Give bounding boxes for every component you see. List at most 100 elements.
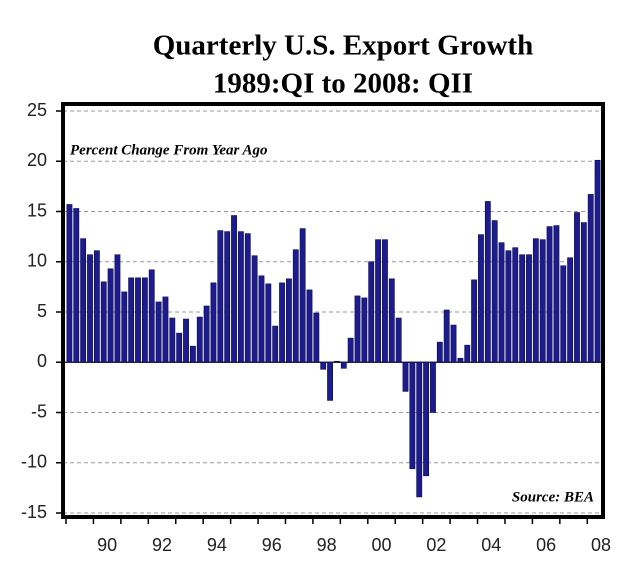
bar bbox=[66, 204, 73, 363]
bar bbox=[162, 296, 169, 363]
bar bbox=[93, 250, 100, 363]
bar bbox=[587, 194, 594, 363]
bar bbox=[306, 289, 313, 363]
bar bbox=[292, 249, 299, 363]
bar bbox=[189, 345, 196, 363]
x-tick-label: 04 bbox=[481, 535, 501, 555]
x-tick-label: 02 bbox=[426, 535, 446, 555]
bar bbox=[224, 231, 231, 363]
bar bbox=[128, 277, 135, 363]
bar bbox=[176, 332, 183, 363]
bar bbox=[231, 215, 237, 363]
y-tick-label: 0 bbox=[37, 351, 47, 371]
bar bbox=[519, 254, 526, 363]
annotation: Source: BEA bbox=[512, 489, 594, 505]
bar bbox=[375, 239, 381, 363]
bar bbox=[382, 239, 388, 363]
bar bbox=[416, 361, 423, 498]
bar bbox=[354, 295, 361, 363]
bar bbox=[580, 222, 587, 363]
bar bbox=[73, 208, 80, 363]
bar bbox=[313, 312, 320, 363]
bar bbox=[368, 261, 375, 363]
y-tick-label: 5 bbox=[37, 301, 47, 321]
y-tick-label: -10 bbox=[21, 452, 47, 472]
bar bbox=[574, 212, 580, 363]
x-tick-label: 08 bbox=[591, 535, 611, 555]
bar bbox=[471, 279, 478, 363]
bar bbox=[457, 357, 464, 363]
bar bbox=[210, 282, 217, 363]
bar bbox=[100, 281, 107, 363]
bar bbox=[395, 317, 402, 363]
bar bbox=[327, 361, 333, 401]
bar bbox=[183, 318, 189, 363]
bar bbox=[80, 238, 87, 363]
bar bbox=[567, 257, 574, 363]
bar bbox=[114, 254, 121, 363]
bar bbox=[512, 247, 519, 363]
bar bbox=[169, 317, 176, 363]
bar bbox=[478, 234, 484, 363]
plot-frame bbox=[61, 102, 605, 519]
bar bbox=[423, 361, 430, 477]
bar bbox=[546, 226, 553, 363]
x-tick-label: 98 bbox=[317, 535, 337, 555]
bar bbox=[539, 239, 546, 363]
x-tick-label: 92 bbox=[152, 535, 172, 555]
bar bbox=[148, 269, 155, 363]
bar bbox=[491, 220, 498, 363]
bar bbox=[217, 230, 224, 363]
y-tick-label: 10 bbox=[27, 251, 47, 271]
y-tick-label: 25 bbox=[27, 100, 47, 120]
bar bbox=[498, 242, 505, 363]
bar bbox=[203, 305, 210, 363]
bar bbox=[135, 277, 141, 363]
bar bbox=[258, 275, 265, 363]
bar bbox=[553, 225, 560, 363]
bar bbox=[121, 291, 128, 363]
bar bbox=[450, 324, 457, 363]
bar bbox=[334, 360, 340, 363]
x-tick-label: 94 bbox=[207, 535, 227, 555]
y-tick-label: -5 bbox=[31, 401, 47, 421]
bar bbox=[272, 325, 279, 363]
bar bbox=[320, 361, 327, 370]
bar bbox=[464, 344, 471, 363]
bar bbox=[361, 297, 368, 363]
x-tick-label: 90 bbox=[97, 535, 117, 555]
bar bbox=[505, 250, 512, 363]
bar bbox=[388, 278, 395, 363]
bar bbox=[409, 361, 416, 470]
bar bbox=[430, 361, 436, 413]
bar bbox=[107, 268, 114, 363]
bar bbox=[560, 265, 567, 363]
bar bbox=[155, 301, 162, 363]
x-tick-label: 96 bbox=[262, 535, 282, 555]
bar bbox=[443, 309, 450, 363]
bar bbox=[340, 361, 347, 369]
bars bbox=[66, 159, 601, 498]
bar bbox=[402, 361, 409, 392]
bar bbox=[532, 238, 539, 363]
annotation: Percent Change From Year Ago bbox=[70, 142, 268, 158]
bar bbox=[244, 233, 251, 363]
y-tick-label: -15 bbox=[21, 502, 47, 522]
bar bbox=[141, 277, 148, 363]
y-tick-label: 20 bbox=[27, 150, 47, 170]
x-tick-label: 00 bbox=[371, 535, 391, 555]
bar bbox=[87, 254, 93, 363]
bar bbox=[484, 201, 491, 363]
bar bbox=[436, 341, 443, 363]
y-tick-label: 15 bbox=[27, 200, 47, 220]
bar bbox=[299, 228, 306, 363]
bar bbox=[196, 316, 203, 363]
bar bbox=[347, 337, 354, 363]
bar bbox=[594, 159, 601, 363]
bar bbox=[526, 254, 532, 363]
x-tick-label: 06 bbox=[536, 535, 556, 555]
chart-title: Quarterly U.S. Export Growth bbox=[153, 30, 533, 62]
bar bbox=[237, 231, 244, 363]
bar bbox=[251, 255, 258, 363]
bar bbox=[279, 282, 285, 363]
